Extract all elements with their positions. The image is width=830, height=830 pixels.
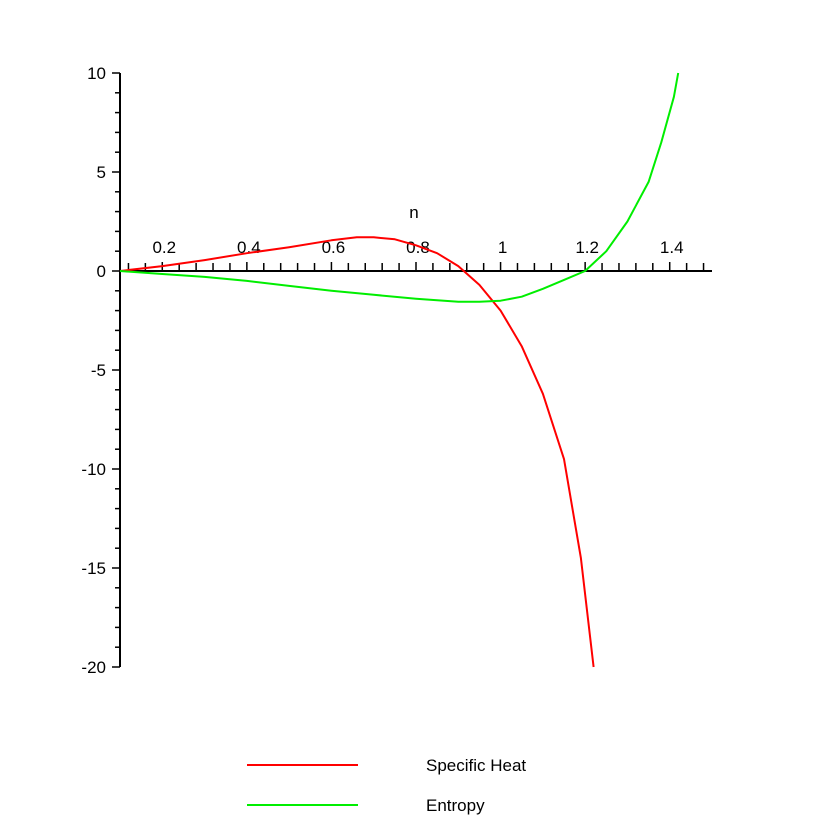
x-axis-ticks: 0.2 0.4 0.6 0.8 1 1.2 1.4: [127, 238, 705, 271]
y-axis-ticks: 10 5 0 -5 -10 -15 -20: [81, 64, 120, 677]
y-tick-label: 5: [97, 163, 106, 182]
series-line-entropy: [119, 72, 680, 303]
x-tick-label: 0.6: [322, 238, 346, 257]
y-tick-label: 0: [97, 262, 106, 281]
x-tick-label: 0.8: [406, 238, 430, 257]
x-tick-label: 1: [498, 238, 507, 257]
series-line-specific-heat: [119, 236, 595, 668]
y-tick-label: -15: [81, 559, 106, 578]
chart-axes: [119, 73, 712, 667]
legend: Specific Heat Entropy: [247, 756, 526, 815]
y-tick-label: 10: [87, 64, 106, 83]
legend-label: Entropy: [426, 796, 485, 815]
x-axis-label: n: [409, 203, 418, 222]
x-tick-label: 1.4: [660, 238, 684, 257]
legend-label: Specific Heat: [426, 756, 526, 775]
series-lines: [119, 72, 680, 668]
y-tick-label: -20: [81, 658, 106, 677]
y-tick-label: -10: [81, 460, 106, 479]
y-tick-label: -5: [91, 361, 106, 380]
x-tick-label: 0.2: [152, 238, 176, 257]
x-tick-label: 1.2: [575, 238, 599, 257]
